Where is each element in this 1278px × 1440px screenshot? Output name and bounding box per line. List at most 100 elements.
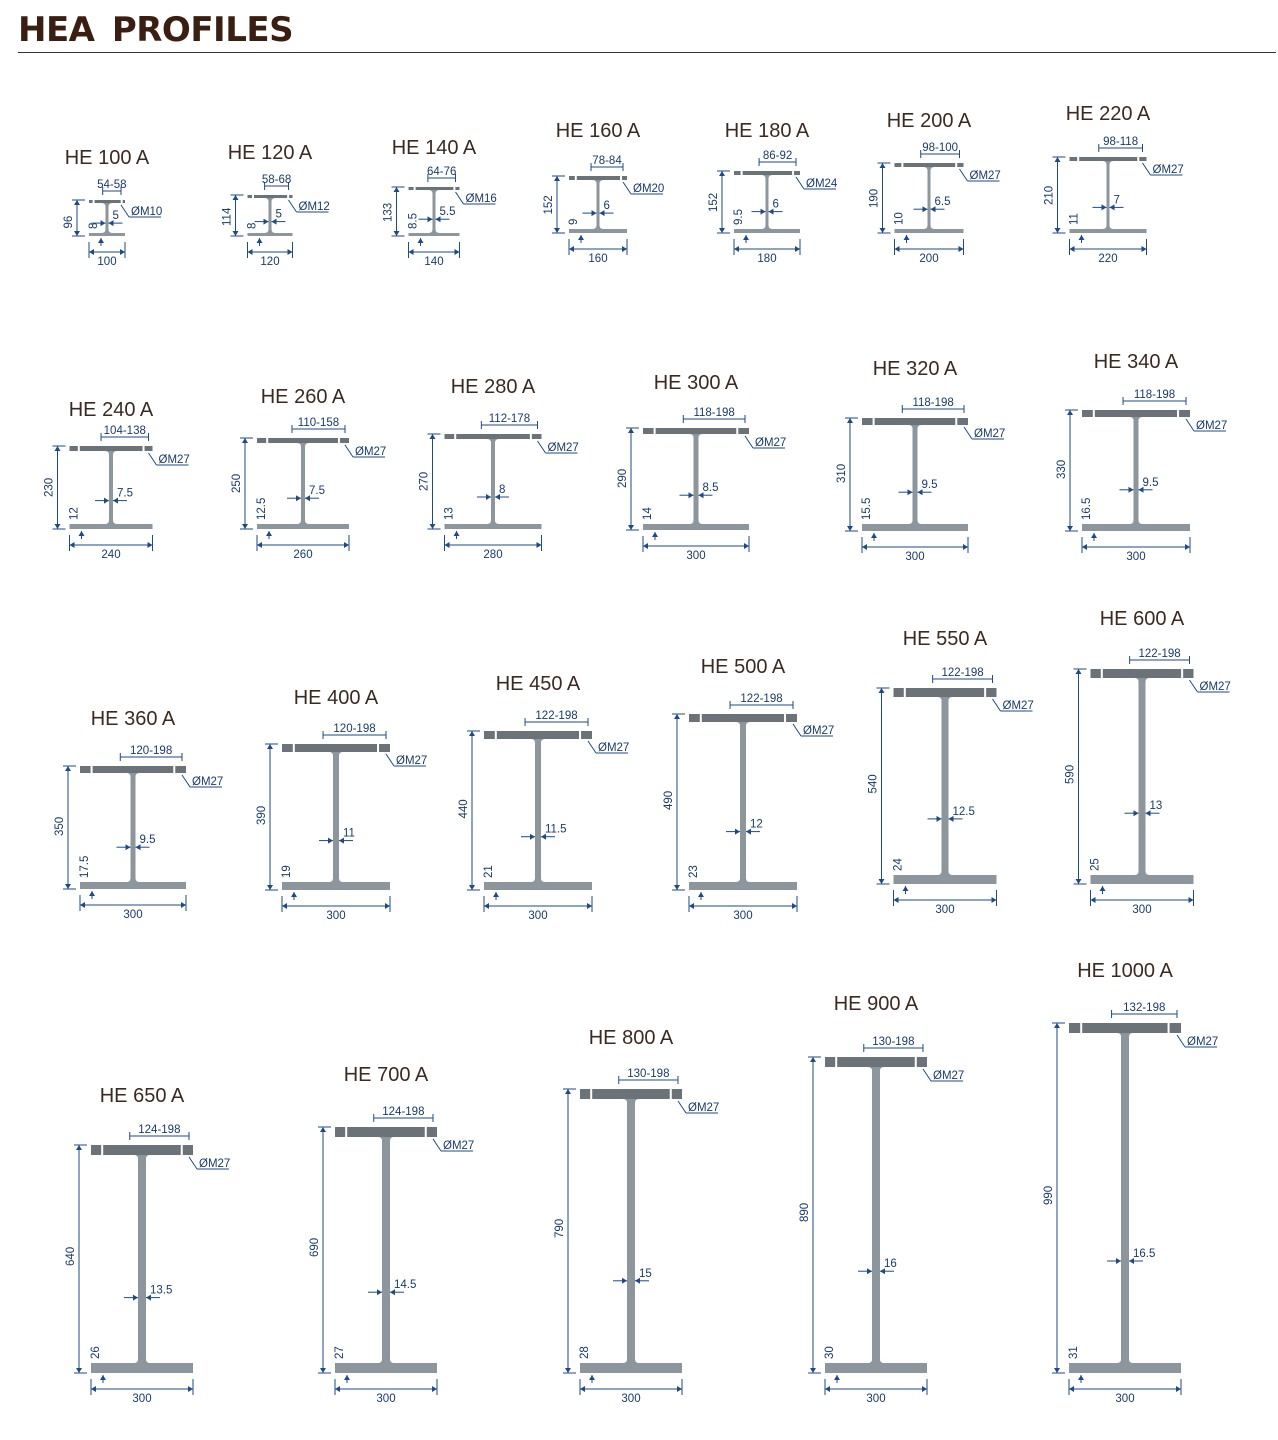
tw-arrow (377, 1289, 382, 1296)
fillet (495, 520, 499, 524)
width-arrow (344, 542, 349, 548)
bolt-leader (587, 740, 597, 754)
gauge-label: 58-68 (262, 174, 291, 186)
width-label: 300 (686, 550, 705, 562)
bolt-leader (963, 426, 973, 440)
web-thickness-label: 13.5 (150, 1285, 172, 1297)
height-arrow (393, 231, 400, 236)
width-arrow (1185, 544, 1190, 550)
height-arrow (429, 524, 436, 529)
tw-arrow (591, 210, 597, 217)
tw-arrow (339, 837, 344, 844)
width-arrow (444, 542, 450, 548)
top-flange (335, 1127, 437, 1137)
width-label: 120 (260, 256, 279, 268)
flange-thickness-label: 31 (1068, 1346, 1080, 1359)
width-label: 220 (1098, 253, 1117, 265)
fillet (271, 198, 276, 202)
tf-arrow (871, 533, 877, 538)
fillet (271, 229, 276, 233)
bolt-hole (180, 1145, 183, 1155)
fillet (623, 1359, 627, 1363)
bolt-hole (424, 1127, 427, 1137)
flange-thickness-label: 17.5 (79, 856, 91, 878)
fillet (599, 180, 604, 184)
fillet (599, 225, 604, 229)
gauge-label: 78-84 (592, 155, 622, 167)
fillet (1134, 678, 1139, 682)
flange-thickness-label: 8 (88, 223, 100, 229)
height-label: 290 (617, 469, 629, 488)
tf-arrow (1099, 886, 1106, 891)
tw-arrow (100, 220, 106, 227)
profile-name: HE 120 A (228, 142, 313, 164)
height-arrow (242, 524, 248, 529)
web-thickness-label: 15 (639, 1268, 652, 1280)
tw-arrow (1129, 1258, 1134, 1264)
bolt-hole (736, 428, 739, 434)
bottom-flange (825, 1363, 927, 1373)
flange-thickness-label: 11 (1069, 213, 1081, 225)
fillet (531, 878, 535, 882)
bolt-label: ØM27 (199, 1158, 230, 1170)
tw-arrow (328, 837, 333, 844)
profile-name: HE 220 A (1066, 103, 1151, 125)
profile-name: HE 180 A (725, 120, 810, 142)
tw-arrow (135, 844, 141, 851)
fillet (428, 229, 433, 233)
gauge-label: 64-76 (427, 166, 456, 178)
web-thickness-label: 8.5 (703, 482, 719, 494)
tw-arrow (530, 833, 535, 840)
tw-arrow (104, 497, 109, 504)
bottom-flange (408, 233, 460, 236)
tw-arrow (263, 218, 269, 225)
fillet (761, 225, 766, 229)
width-arrow (1141, 246, 1147, 252)
height-label: 190 (869, 189, 881, 208)
width-arrow (181, 902, 186, 908)
web (130, 773, 136, 882)
gauge-label: 122-198 (1138, 648, 1180, 660)
tw-arrow (541, 833, 546, 840)
flange-thickness-label: 8 (247, 223, 259, 229)
fillet (541, 878, 545, 882)
height-label: 890 (799, 1203, 811, 1222)
web (109, 451, 113, 524)
fillet (868, 1359, 872, 1363)
height-arrow (1067, 410, 1073, 415)
profile-name: HE 900 A (834, 993, 919, 1015)
fillet (923, 225, 928, 229)
bolt-hole (101, 1145, 104, 1155)
gauge-label: 124-198 (382, 1106, 424, 1118)
bolt-hole (1077, 157, 1080, 161)
top-flange (1069, 157, 1147, 161)
width-arrow (991, 897, 997, 903)
fillet (746, 878, 750, 882)
fillet (1129, 520, 1134, 524)
height-label: 390 (256, 806, 268, 825)
fillet (1117, 1359, 1121, 1363)
width-arrow (432, 1386, 437, 1392)
width-label: 300 (376, 1393, 395, 1405)
fillet (435, 229, 440, 233)
flange-thickness-label: 28 (579, 1346, 591, 1359)
bolt-hole (1092, 410, 1095, 417)
bolt-label: ØM10 (131, 206, 162, 218)
fillet (264, 229, 269, 233)
flange-thickness-label: 13 (444, 507, 456, 520)
width-arrow (536, 542, 542, 548)
fillet (917, 520, 922, 524)
bolt-label: ØM27 (159, 454, 190, 466)
bolt-leader (288, 199, 297, 213)
profile-name: HE 600 A (1100, 608, 1185, 630)
profile-name: HE 550 A (903, 628, 988, 650)
bottom-flange (1069, 1363, 1181, 1373)
width-arrow (247, 249, 253, 255)
height-arrow (76, 1368, 82, 1373)
bolt-leader (120, 204, 130, 218)
width-arrow (188, 1386, 193, 1392)
bolt-hole (872, 418, 875, 425)
tf-arrow (589, 1375, 595, 1380)
bottom-flange (282, 882, 390, 890)
fillet (113, 451, 117, 455)
